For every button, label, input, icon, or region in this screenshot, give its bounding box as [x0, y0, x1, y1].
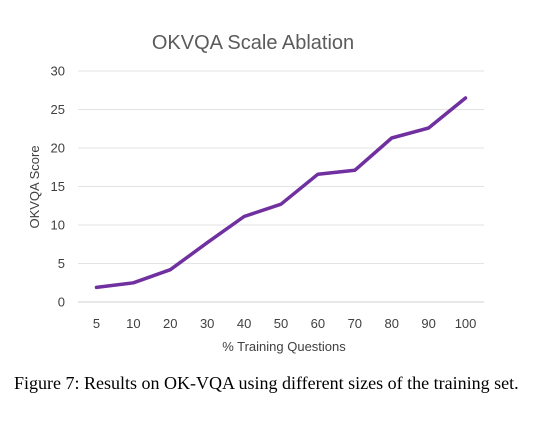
line-chart-svg: OKVQA Scale Ablation 0 5 10 15 20 25 30 5 10 20 3…	[27, 32, 484, 354]
y-tick-label: 30	[51, 64, 65, 79]
y-tick-label: 0	[58, 295, 65, 310]
x-tick-label: 60	[311, 316, 325, 331]
y-tick-label: 20	[51, 141, 65, 156]
x-tick-label: 90	[421, 316, 435, 331]
y-tick-label: 5	[58, 256, 65, 271]
figure-caption: Figure 7: Results on OK-VQA using differ…	[14, 373, 519, 393]
x-tick-label: 70	[348, 316, 362, 331]
chart: OKVQA Scale Ablation 0 5 10 15 20 25 30 5 10 20 3…	[27, 32, 484, 354]
y-tick-label: 10	[51, 218, 65, 233]
y-axis-label: OKVQA Score	[27, 145, 42, 228]
x-axis-ticks: 5 10 20 30 40 50 60 70 80 90 100	[93, 316, 477, 331]
x-tick-label: 5	[93, 316, 100, 331]
x-tick-label: 10	[126, 316, 140, 331]
x-axis-label: % Training Questions	[222, 339, 346, 354]
series-lines	[94, 96, 468, 290]
x-tick-label: 50	[274, 316, 288, 331]
y-tick-label: 15	[51, 179, 65, 194]
gridlines	[78, 70, 484, 303]
chart-title: OKVQA Scale Ablation	[152, 32, 354, 54]
series-line	[94, 96, 468, 290]
x-tick-label: 80	[384, 316, 398, 331]
x-tick-label: 20	[163, 316, 177, 331]
x-tick-label: 40	[237, 316, 251, 331]
y-axis-ticks: 0 5 10 15 20 25 30	[51, 64, 65, 310]
x-tick-label: 30	[200, 316, 214, 331]
x-tick-label: 100	[455, 316, 477, 331]
y-tick-label: 25	[51, 102, 65, 117]
